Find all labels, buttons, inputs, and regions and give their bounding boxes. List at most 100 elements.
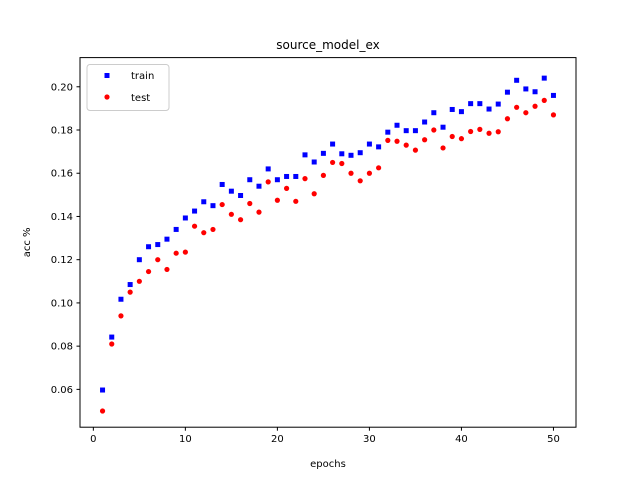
data-point-test (523, 110, 529, 116)
data-point-train (514, 77, 520, 83)
x-tick-label: 0 (90, 434, 96, 445)
series-test (99, 97, 557, 414)
data-point-test (219, 201, 225, 208)
data-point-train (146, 244, 152, 250)
data-point-train (127, 282, 133, 288)
data-point-train (412, 128, 418, 134)
data-point-test (311, 191, 317, 197)
data-point-train (357, 150, 363, 156)
data-point-train (523, 86, 529, 92)
data-point-test (145, 268, 152, 275)
data-point-test (477, 126, 483, 132)
x-axis-ticks: 0 10 20 30 40 50 (90, 427, 560, 445)
data-point-test (394, 138, 400, 144)
data-point-test (247, 200, 253, 207)
legend-box (86, 64, 170, 111)
legend-marker-test (104, 94, 110, 100)
data-point-test (366, 170, 373, 176)
data-point-train (339, 151, 345, 157)
data-series (99, 75, 557, 414)
x-tick-label: 40 (455, 434, 468, 445)
data-point-test (440, 145, 446, 151)
data-point-train (504, 89, 510, 95)
y-tick-label: 0.06 (51, 385, 73, 396)
data-point-train (449, 106, 455, 112)
data-point-train (532, 89, 538, 95)
data-point-test (265, 179, 271, 185)
data-point-test (320, 172, 326, 178)
data-point-train (109, 334, 115, 340)
data-point-test (136, 278, 142, 284)
data-point-test (191, 223, 198, 229)
y-tick-label: 0.14 (51, 212, 73, 223)
data-point-train (376, 144, 382, 150)
data-point-test (256, 209, 262, 215)
data-point-test (210, 226, 216, 233)
data-point-train (477, 101, 483, 107)
data-point-test (330, 159, 336, 166)
data-point-train (100, 387, 106, 393)
data-point-test (228, 211, 234, 217)
data-point-test (468, 128, 474, 135)
data-point-train (265, 166, 271, 172)
x-tick-label: 20 (271, 434, 284, 445)
y-tick-label: 0.12 (51, 255, 73, 266)
data-point-train (440, 124, 446, 130)
data-point-train (228, 188, 234, 194)
data-point-test (99, 408, 106, 414)
chart-title: source_model_ex (276, 38, 380, 52)
data-point-train (192, 208, 198, 214)
data-point-train (458, 109, 464, 115)
data-point-test (302, 176, 308, 182)
data-point-train (366, 141, 372, 147)
data-point-test (173, 250, 179, 256)
x-tick-label: 30 (363, 434, 376, 445)
data-point-train (394, 122, 400, 128)
data-point-train (293, 173, 299, 179)
data-point-test (412, 147, 419, 153)
data-point-test (422, 137, 428, 143)
data-point-train (330, 141, 336, 147)
legend-label-train: train (131, 71, 154, 82)
data-point-train (468, 101, 474, 107)
y-axis-ticks: 0.06 0.08 0.10 0.12 0.14 0.16 0.18 0.20 (51, 82, 80, 396)
data-point-test (283, 185, 290, 191)
data-point-train (164, 236, 170, 242)
data-point-train (311, 159, 317, 165)
data-point-test (237, 217, 244, 223)
data-point-test (164, 266, 170, 273)
data-point-train (302, 152, 308, 158)
data-point-train (238, 192, 244, 198)
data-point-train (118, 296, 124, 302)
data-point-test (201, 230, 207, 236)
data-point-train (274, 177, 280, 183)
data-point-test (385, 137, 391, 143)
y-tick-label: 0.08 (51, 342, 73, 353)
legend-label-test: test (131, 93, 150, 104)
data-point-train (348, 152, 354, 158)
data-point-test (550, 112, 557, 118)
y-axis-label: acc % (22, 227, 33, 257)
x-axis-label: epochs (310, 459, 346, 470)
data-point-test (514, 104, 520, 110)
data-point-test (293, 198, 299, 204)
data-point-test (486, 130, 492, 136)
data-point-train (284, 173, 290, 179)
data-point-train (210, 203, 216, 209)
data-point-test (431, 127, 437, 133)
data-point-test (403, 142, 409, 148)
data-point-test (541, 97, 547, 103)
plot-frame (79, 57, 577, 428)
data-point-train (541, 75, 547, 81)
data-point-test (449, 133, 455, 140)
data-point-train (486, 106, 492, 112)
data-point-train (173, 226, 179, 232)
data-point-train (201, 199, 207, 205)
series-train (100, 75, 556, 393)
data-point-test (182, 249, 188, 255)
data-point-train (155, 242, 161, 248)
data-point-train (495, 101, 501, 107)
y-tick-label: 0.16 (51, 169, 73, 180)
y-tick-label: 0.18 (51, 126, 73, 137)
